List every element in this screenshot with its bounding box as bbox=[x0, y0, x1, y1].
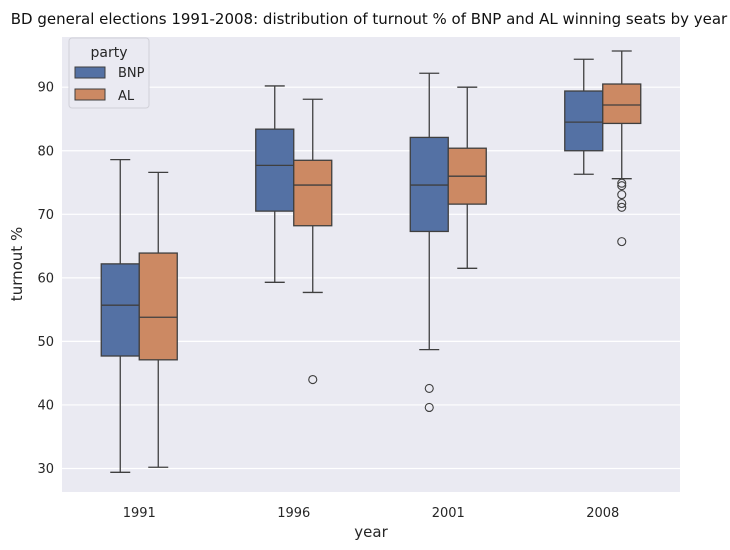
x-tick-label: 2008 bbox=[586, 506, 619, 521]
box-bnp-1996 bbox=[255, 128, 295, 212]
y-tick-label: 70 bbox=[37, 208, 54, 223]
legend-label-al: AL bbox=[118, 89, 135, 104]
x-tick-label: 1996 bbox=[277, 506, 310, 521]
outlier-al-2008 bbox=[617, 190, 627, 200]
outlier-al-2008 bbox=[617, 237, 627, 247]
outlier-al-2008 bbox=[617, 198, 627, 209]
x-tick-label: 2001 bbox=[432, 506, 465, 521]
y-axis-label: turnout % bbox=[8, 227, 26, 301]
legend: party BNP AL bbox=[68, 37, 150, 109]
x-axis-label: year bbox=[354, 523, 388, 541]
y-tick-label: 30 bbox=[37, 462, 54, 477]
outlier-bnp-2001 bbox=[424, 383, 434, 393]
legend-label-bnp: BNP bbox=[118, 66, 145, 81]
y-tick-label: 80 bbox=[37, 144, 54, 159]
chart-title: BD general elections 1991-2008: distribu… bbox=[11, 10, 728, 28]
outlier-bnp-2001 bbox=[424, 402, 434, 413]
y-tick-label: 50 bbox=[37, 335, 54, 350]
outlier-al-2008 bbox=[617, 181, 627, 191]
y-tick-label: 90 bbox=[37, 81, 54, 96]
box-al-2008 bbox=[602, 83, 642, 125]
legend-title: party bbox=[91, 45, 128, 61]
x-tick-label: 1991 bbox=[123, 506, 156, 521]
y-tick-label: 60 bbox=[37, 271, 54, 286]
outlier-al-2008 bbox=[617, 178, 627, 188]
legend-swatch-al bbox=[74, 88, 106, 101]
outlier-al-1996 bbox=[308, 374, 318, 385]
box-bnp-1991 bbox=[100, 263, 140, 357]
y-tick-label: 40 bbox=[37, 398, 54, 413]
box-al-1991 bbox=[138, 252, 178, 361]
box-bnp-2008 bbox=[564, 90, 604, 152]
box-al-1996 bbox=[293, 159, 333, 227]
outlier-al-2008 bbox=[617, 202, 627, 212]
legend-swatch-bnp bbox=[74, 66, 106, 79]
